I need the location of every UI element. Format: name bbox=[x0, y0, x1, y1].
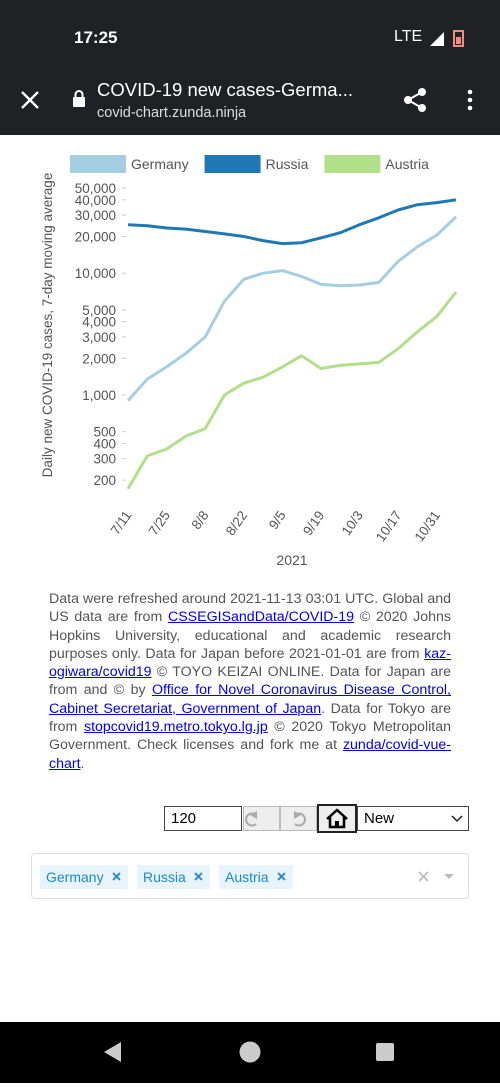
x-tick-label: 8/22 bbox=[223, 508, 250, 538]
lock-icon bbox=[73, 90, 85, 107]
y-tick-label: 50,000 bbox=[75, 181, 116, 196]
undo-button[interactable] bbox=[243, 806, 280, 831]
chart: Daily new COVID-19 cases, 7-day moving a… bbox=[40, 155, 458, 568]
country-selector[interactable]: Germany Russia Austria bbox=[31, 853, 469, 899]
home-button[interactable] bbox=[317, 804, 357, 833]
recents-button[interactable] bbox=[376, 1043, 394, 1061]
back-button[interactable] bbox=[104, 1042, 121, 1062]
note-text: © 2020 Johns Hopkins University, educati… bbox=[49, 609, 451, 662]
home-icon bbox=[326, 808, 348, 829]
x-tick-label: 7/11 bbox=[108, 508, 135, 537]
home-nav-button[interactable] bbox=[239, 1041, 261, 1063]
x-tick-label: 8/8 bbox=[189, 508, 212, 532]
x-tick-label: 10/31 bbox=[411, 508, 443, 544]
note-text: Data were refreshed around 2021-11-13 03… bbox=[49, 591, 451, 626]
y-tick-label: 400 bbox=[93, 436, 116, 451]
note-text: . Data for Tokyo are from bbox=[49, 700, 451, 736]
menu-button[interactable] bbox=[465, 88, 475, 112]
x-tick-label: 9/5 bbox=[266, 508, 289, 532]
legend-swatch bbox=[70, 155, 126, 173]
country-chip: Germany bbox=[40, 865, 128, 889]
series-line bbox=[126, 291, 458, 490]
redo-icon bbox=[294, 811, 306, 827]
legend-label: Austria bbox=[385, 156, 429, 172]
days-input[interactable]: 120 bbox=[164, 806, 242, 831]
series-line bbox=[126, 215, 458, 402]
legend-swatch bbox=[204, 155, 261, 173]
note-link[interactable]: stopcovid19.metro.tokyo.lg.jp bbox=[83, 719, 268, 736]
note-link[interactable]: kaz-ogiwara/covid19 bbox=[49, 645, 451, 681]
note-text: © TOYO KEIZAI ONLINE. Data for Japan are… bbox=[49, 664, 451, 699]
x-tick-label: 10/17 bbox=[373, 508, 405, 544]
country-chip: Russia bbox=[137, 865, 210, 889]
chip-label: Germany bbox=[46, 869, 104, 885]
note-text: . bbox=[80, 755, 85, 772]
chip-remove[interactable] bbox=[186, 872, 204, 882]
data-notes: Data were refreshed around 2021-11-13 03… bbox=[49, 590, 451, 773]
status-icons bbox=[430, 30, 464, 47]
selector-icons bbox=[418, 871, 454, 882]
y-tick-label: 30,000 bbox=[75, 208, 116, 223]
y-tick-label: 2,000 bbox=[82, 351, 116, 366]
x-tick-label: 7/25 bbox=[146, 508, 173, 538]
x-tick-label: 9/19 bbox=[300, 508, 327, 538]
legend-label: Russia bbox=[266, 156, 309, 172]
legend-label: Germany bbox=[131, 156, 189, 172]
legend-swatch bbox=[324, 155, 381, 173]
chip-remove[interactable] bbox=[104, 872, 122, 882]
country-chip: Austria bbox=[219, 865, 293, 889]
y-tick-label: 3,000 bbox=[82, 330, 116, 345]
y-tick-label: 500 bbox=[93, 425, 116, 440]
chip-label: Austria bbox=[225, 869, 269, 885]
mode-value: New bbox=[364, 810, 395, 827]
page-url: covid-chart.zunda.ninja bbox=[97, 105, 247, 121]
select-arrow bbox=[451, 815, 463, 823]
browser-toolbar: COVID-19 new cases-Germa... covid-chart.… bbox=[0, 70, 500, 135]
y-tick-label: 4,000 bbox=[82, 315, 116, 330]
y-tick-label: 300 bbox=[93, 452, 116, 467]
share-button[interactable] bbox=[403, 87, 429, 113]
redo-button[interactable] bbox=[280, 806, 317, 831]
undo-icon bbox=[245, 811, 257, 827]
y-tick-label: 10,000 bbox=[75, 266, 116, 281]
y-tick-label: 40,000 bbox=[75, 193, 116, 208]
y-tick-label: 5,000 bbox=[82, 303, 116, 318]
note-link[interactable]: CSSEGISandData/COVID-19 bbox=[167, 609, 355, 626]
x-axis-label: 2021 bbox=[276, 552, 307, 568]
close-button[interactable] bbox=[20, 90, 40, 110]
network: LTE bbox=[394, 28, 423, 45]
nav-bar bbox=[0, 1022, 500, 1083]
mode-select[interactable]: New bbox=[357, 806, 469, 831]
chip-label: Russia bbox=[143, 869, 186, 885]
y-axis-label: Daily new COVID-19 cases, 7-day moving a… bbox=[40, 173, 55, 478]
series-line bbox=[127, 198, 457, 246]
nav-buttons bbox=[104, 1041, 394, 1063]
note-link[interactable]: Office for Novel Coronavirus Disease Con… bbox=[49, 682, 451, 717]
clock: 17:25 bbox=[74, 28, 118, 47]
note-text: © 2020 Tokyo Metropolitan Government. Ch… bbox=[49, 719, 451, 754]
note-link[interactable]: zunda/covid-vue-chart bbox=[49, 737, 451, 772]
chip-remove[interactable] bbox=[269, 872, 287, 882]
page-title: COVID-19 new cases-Germa... bbox=[97, 79, 353, 100]
x-tick-label: 10/3 bbox=[339, 508, 366, 538]
y-tick-label: 1,000 bbox=[82, 388, 116, 403]
y-tick-label: 20,000 bbox=[75, 230, 116, 245]
status-bar: 17:25 LTE bbox=[0, 0, 500, 70]
y-tick-label: 200 bbox=[93, 473, 116, 488]
